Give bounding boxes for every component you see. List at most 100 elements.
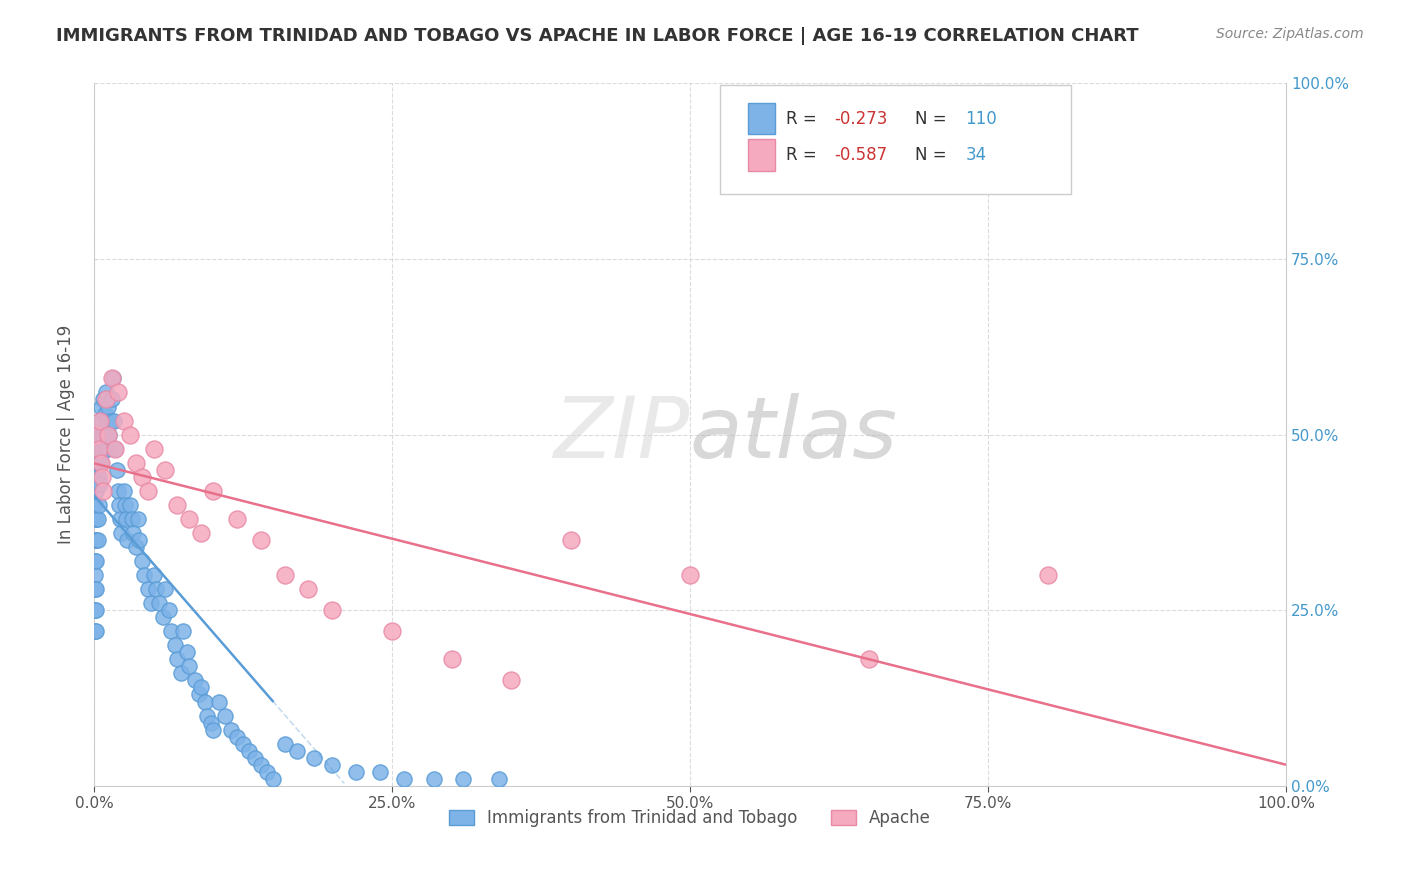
Point bbox=[93, 407, 115, 421]
Point bbox=[1036, 568, 1059, 582]
Point bbox=[91, 413, 114, 427]
Point bbox=[93, 427, 115, 442]
Point bbox=[321, 757, 343, 772]
Text: ZIP: ZIP bbox=[554, 393, 690, 476]
Text: N =: N = bbox=[915, 110, 952, 128]
Point bbox=[179, 659, 201, 673]
Point bbox=[93, 483, 115, 498]
Point bbox=[256, 764, 278, 779]
Point bbox=[89, 449, 111, 463]
Point bbox=[194, 694, 217, 708]
Point bbox=[166, 652, 188, 666]
Point bbox=[176, 645, 198, 659]
Point bbox=[98, 427, 121, 442]
Point bbox=[87, 442, 110, 456]
Point bbox=[86, 582, 108, 596]
Point bbox=[108, 512, 131, 526]
Point bbox=[124, 540, 146, 554]
Point bbox=[107, 483, 129, 498]
Point bbox=[132, 568, 155, 582]
Point bbox=[100, 413, 122, 427]
Point bbox=[166, 498, 188, 512]
FancyBboxPatch shape bbox=[748, 103, 775, 135]
Point bbox=[214, 708, 236, 723]
Point bbox=[84, 512, 107, 526]
Point bbox=[219, 723, 242, 737]
Point bbox=[195, 708, 218, 723]
Point bbox=[501, 673, 523, 688]
Point bbox=[250, 757, 273, 772]
Point bbox=[86, 554, 108, 568]
Point bbox=[94, 427, 117, 442]
Point bbox=[142, 442, 165, 456]
Point bbox=[90, 456, 112, 470]
Point bbox=[112, 413, 135, 427]
Point bbox=[86, 512, 108, 526]
Point bbox=[103, 413, 125, 427]
Point bbox=[858, 652, 880, 666]
Point bbox=[86, 533, 108, 547]
Point bbox=[87, 469, 110, 483]
FancyBboxPatch shape bbox=[720, 85, 1071, 194]
Point bbox=[107, 385, 129, 400]
Point bbox=[94, 385, 117, 400]
Point bbox=[114, 498, 136, 512]
Point bbox=[84, 568, 107, 582]
Point bbox=[110, 525, 132, 540]
Point bbox=[86, 512, 108, 526]
Point bbox=[86, 427, 108, 442]
Point bbox=[202, 483, 225, 498]
Point bbox=[89, 413, 111, 427]
Point bbox=[297, 582, 319, 596]
Point bbox=[86, 442, 108, 456]
Point bbox=[273, 737, 295, 751]
Text: -0.587: -0.587 bbox=[834, 146, 887, 164]
Point bbox=[87, 442, 110, 456]
Point bbox=[93, 442, 115, 456]
Point bbox=[86, 476, 108, 491]
Point bbox=[262, 772, 284, 786]
Point bbox=[422, 772, 444, 786]
Point bbox=[200, 715, 222, 730]
Point bbox=[488, 772, 510, 786]
Point bbox=[226, 512, 249, 526]
Point bbox=[160, 624, 183, 639]
Y-axis label: In Labor Force | Age 16-19: In Labor Force | Age 16-19 bbox=[58, 325, 75, 544]
Point bbox=[304, 750, 326, 764]
Point bbox=[89, 427, 111, 442]
Point bbox=[155, 463, 177, 477]
Point bbox=[679, 568, 702, 582]
Point bbox=[250, 533, 273, 547]
Point bbox=[112, 483, 135, 498]
Point bbox=[184, 673, 207, 688]
Text: N =: N = bbox=[915, 146, 952, 164]
Text: Source: ZipAtlas.com: Source: ZipAtlas.com bbox=[1216, 27, 1364, 41]
Point bbox=[115, 512, 138, 526]
Point bbox=[226, 730, 249, 744]
Point bbox=[381, 624, 404, 639]
Point bbox=[96, 413, 118, 427]
Text: 110: 110 bbox=[966, 110, 997, 128]
Point bbox=[97, 442, 120, 456]
Point bbox=[127, 512, 149, 526]
Point bbox=[273, 568, 295, 582]
Point bbox=[163, 638, 186, 652]
Point bbox=[285, 744, 308, 758]
Point bbox=[101, 392, 124, 407]
Point bbox=[243, 750, 266, 764]
Point bbox=[453, 772, 475, 786]
FancyBboxPatch shape bbox=[748, 139, 775, 171]
Point bbox=[97, 427, 120, 442]
Point bbox=[93, 392, 115, 407]
Legend: Immigrants from Trinidad and Tobago, Apache: Immigrants from Trinidad and Tobago, Apa… bbox=[441, 802, 938, 834]
Point bbox=[84, 463, 107, 477]
Text: R =: R = bbox=[786, 146, 823, 164]
Point bbox=[187, 688, 209, 702]
Point bbox=[90, 427, 112, 442]
Point bbox=[86, 603, 108, 617]
Point bbox=[238, 744, 260, 758]
Point bbox=[90, 400, 112, 414]
Point bbox=[368, 764, 391, 779]
Text: R =: R = bbox=[786, 110, 823, 128]
Point bbox=[89, 476, 111, 491]
